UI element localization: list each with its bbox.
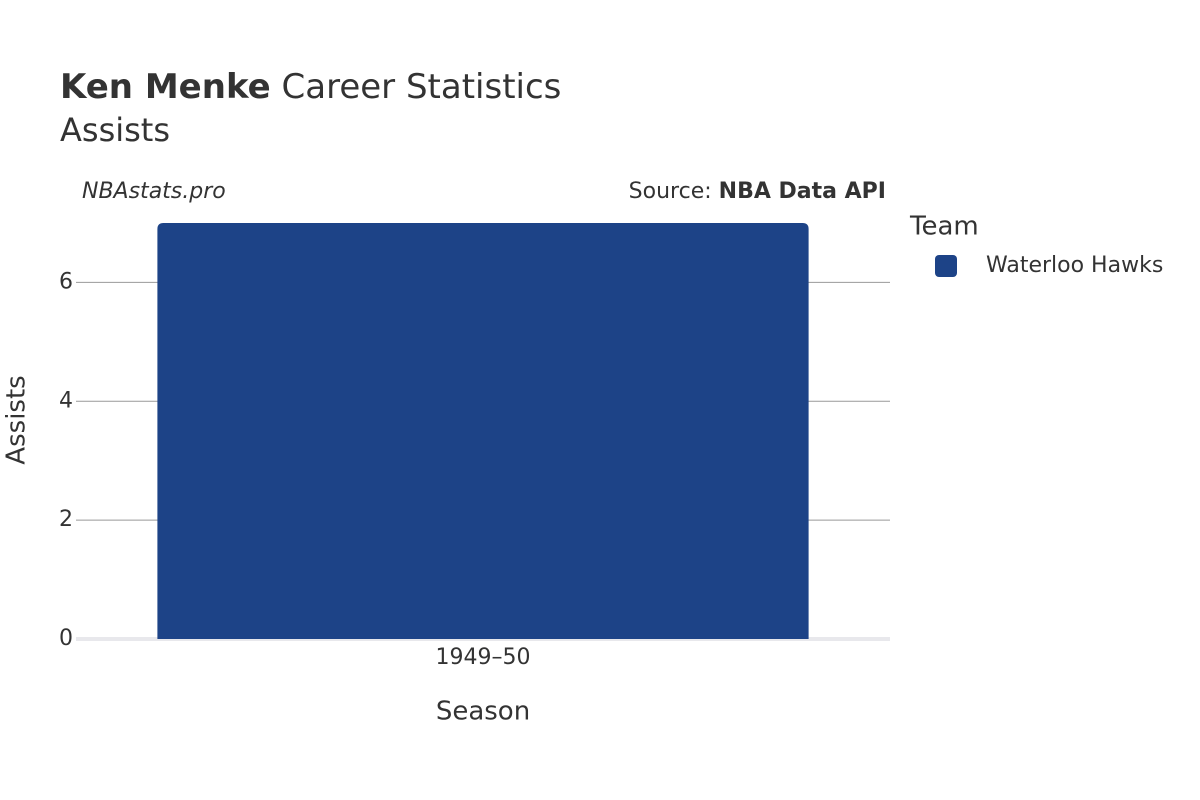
- bar: [157, 223, 809, 639]
- marks: [157, 223, 809, 639]
- source-name: NBA Data API: [719, 179, 886, 204]
- y-tick-label: 0: [59, 626, 73, 651]
- source: Source: NBA Data API: [629, 179, 886, 204]
- y-tick-label: 4: [59, 388, 73, 413]
- y-tick-label: 6: [59, 269, 73, 294]
- source-label: Source:: [629, 179, 712, 204]
- title-bold: Ken Menke: [60, 67, 271, 107]
- chart-subtitle: Assists: [60, 111, 170, 149]
- legend-title: Team: [909, 212, 979, 242]
- legend-label: Waterloo Hawks: [986, 253, 1163, 278]
- watermark: NBAstats.pro: [82, 179, 226, 204]
- x-axis-title: Season: [436, 697, 530, 727]
- y-axis-title: Assists: [2, 375, 32, 464]
- title-rest: Career Statistics: [282, 67, 562, 107]
- x-tick-label: 1949–50: [436, 645, 531, 670]
- y-tick-label: 2: [59, 507, 73, 532]
- legend-swatch: [935, 255, 957, 277]
- chart-title: Ken Menke Career Statistics: [60, 67, 561, 107]
